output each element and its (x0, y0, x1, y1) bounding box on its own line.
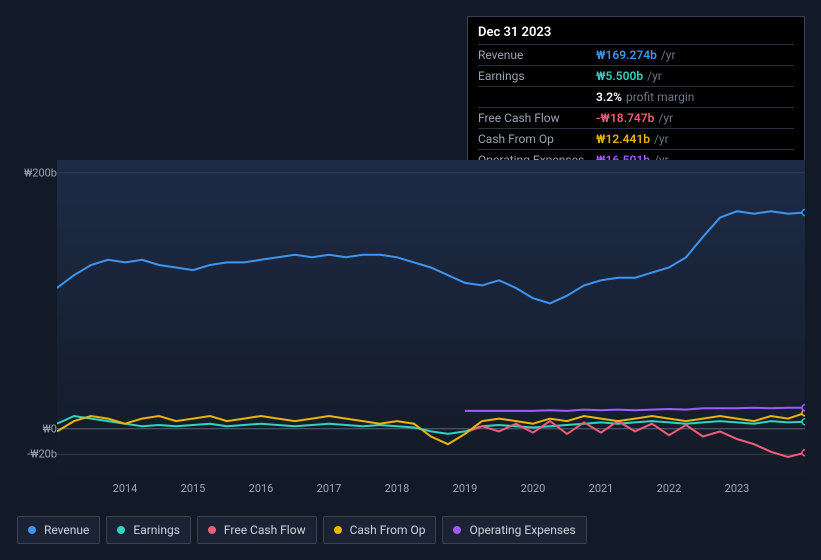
x-axis-labels: 2014 2015 2016 2017 2018 2019 2020 2021 2022 2023 (57, 482, 805, 496)
tooltip-rows: Revenue₩169.274b/yrEarnings₩5.500b/yr3.2… (478, 44, 794, 170)
chart-container: Dec 31 2023 Revenue₩169.274b/yrEarnings₩… (0, 0, 821, 560)
x-tick-label: 2017 (317, 482, 342, 495)
legend-label: Free Cash Flow (224, 523, 306, 537)
tooltip-row-label: Earnings (478, 69, 596, 83)
tooltip-row-label: Revenue (478, 48, 596, 62)
legend-item[interactable]: Free Cash Flow (197, 516, 317, 544)
legend-label: Revenue (44, 523, 89, 537)
legend-item[interactable]: Earnings (106, 516, 191, 544)
tooltip-row: Free Cash Flow-₩18.747b/yr (478, 107, 794, 128)
legend-dot-icon (117, 526, 125, 534)
legend-label: Earnings (133, 523, 180, 537)
tooltip-date: Dec 31 2023 (478, 25, 794, 40)
tooltip-row-value: 3.2% (596, 90, 622, 104)
x-tick-label: 2016 (249, 482, 274, 495)
tooltip-row-value: ₩5.500b (596, 69, 643, 83)
legend-dot-icon (453, 526, 461, 534)
tooltip-row-label: Free Cash Flow (478, 111, 596, 125)
tooltip-row-suffix: profit margin (626, 90, 694, 104)
tooltip-row: Earnings₩5.500b/yr (478, 65, 794, 86)
x-tick-label: 2021 (589, 482, 614, 495)
series-end-marker (802, 419, 805, 425)
x-tick-label: 2023 (725, 482, 750, 495)
tooltip-row-value: -₩18.747b (596, 111, 654, 125)
x-tick-label: 2020 (521, 482, 546, 495)
legend-label: Cash From Op (350, 523, 426, 537)
legend-label: Operating Expenses (469, 523, 575, 537)
legend: Revenue Earnings Free Cash Flow Cash From O… (17, 516, 587, 544)
x-tick-label: 2018 (385, 482, 410, 495)
tooltip-row-label (478, 90, 596, 104)
x-tick-label: 2014 (113, 482, 138, 495)
x-tick-label: 2015 (181, 482, 206, 495)
tooltip-row: Cash From Op₩12.441b/yr (478, 128, 794, 149)
legend-item[interactable]: Cash From Op (323, 516, 437, 544)
x-tick-label: 2022 (657, 482, 682, 495)
legend-dot-icon (334, 526, 342, 534)
chart-plot-area[interactable] (17, 160, 805, 480)
tooltip-row-suffix: /yr (647, 69, 662, 83)
tooltip-row-value: ₩12.441b (596, 132, 650, 146)
legend-item[interactable]: Operating Expenses (442, 516, 586, 544)
tooltip-row: Revenue₩169.274b/yr (478, 44, 794, 65)
tooltip-row-suffix: /yr (658, 111, 673, 125)
legend-dot-icon (208, 526, 216, 534)
tooltip-row-value: ₩169.274b (596, 48, 657, 62)
tooltip-row-suffix: /yr (661, 48, 676, 62)
series-end-marker (802, 209, 805, 215)
legend-item[interactable]: Revenue (17, 516, 100, 544)
tooltip-row-label: Cash From Op (478, 132, 596, 146)
chart-tooltip: Dec 31 2023 Revenue₩169.274b/yrEarnings₩… (467, 16, 805, 179)
legend-dot-icon (28, 526, 36, 534)
series-end-marker (802, 450, 805, 456)
tooltip-row-suffix: /yr (654, 132, 669, 146)
x-tick-label: 2019 (453, 482, 478, 495)
series-end-marker (802, 405, 805, 411)
tooltip-row: 3.2% profit margin (478, 86, 794, 107)
chart-svg (57, 160, 805, 480)
